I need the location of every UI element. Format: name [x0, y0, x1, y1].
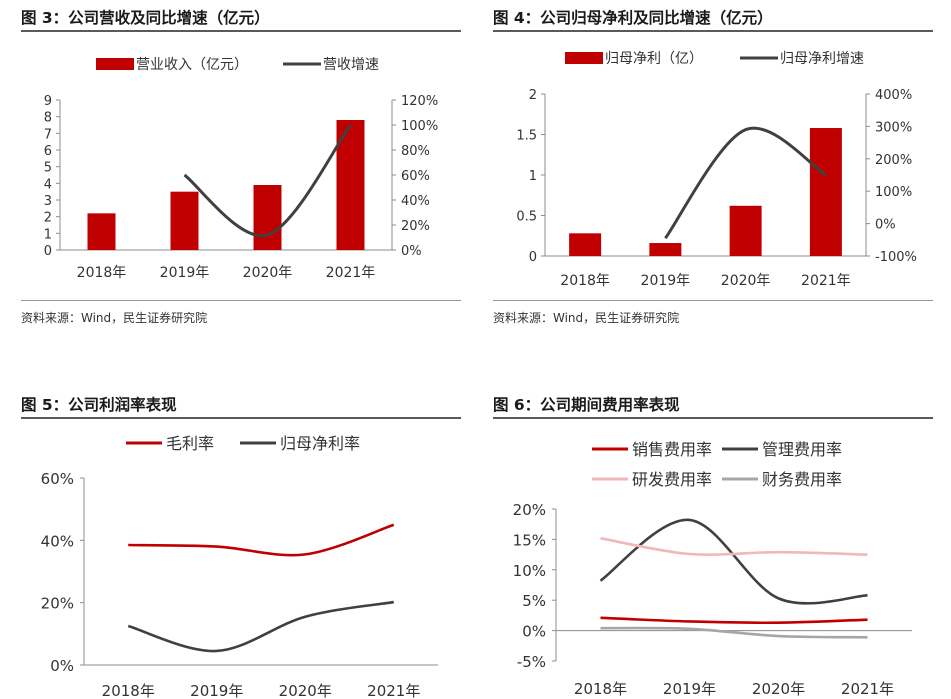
- x-tick-label: 2018年: [560, 273, 610, 289]
- x-tick-label: 2019年: [160, 265, 210, 281]
- bar: [729, 205, 762, 256]
- title-rule: [493, 30, 933, 32]
- y-tick-label-left: 7: [44, 127, 52, 142]
- y-tick-label-right: 120%: [401, 94, 438, 109]
- x-tick-label: 2020年: [721, 273, 771, 289]
- series-line: [664, 126, 827, 240]
- x-tick-label: 2021年: [841, 680, 894, 698]
- bar: [87, 213, 116, 250]
- chart-panel-expense-ratios: 图 6：公司期间费用率表现: [493, 390, 933, 699]
- title-rule: [493, 417, 933, 419]
- chart-source: 资料来源：Wind，民生证券研究院: [493, 311, 680, 325]
- y-tick-label-left: 4: [44, 177, 52, 192]
- y-tick-label-right: 60%: [401, 169, 430, 184]
- y-tick-label-left: 3: [44, 194, 52, 209]
- y-tick-label-right: 0%: [875, 218, 896, 233]
- y-tick-label-left: 9: [44, 94, 52, 109]
- y-tick-label-right: 100%: [401, 119, 438, 134]
- legend-label: 归母净利增速: [780, 50, 864, 67]
- y-tick-label: 20%: [41, 595, 74, 613]
- y-tick-label-left: 8: [44, 111, 52, 126]
- bar: [809, 128, 842, 256]
- y-tick-label-right: 0%: [401, 244, 422, 259]
- y-tick-label: 0%: [50, 657, 74, 675]
- chart-title: 图 5：公司利润率表现: [21, 396, 177, 414]
- x-tick-label: 2018年: [77, 265, 127, 281]
- series-line: [600, 616, 868, 625]
- x-tick-label: 2018年: [102, 682, 155, 699]
- y-tick-label-right: 400%: [875, 88, 912, 103]
- x-tick-label: 2019年: [641, 273, 691, 289]
- y-tick-label-left: 6: [44, 144, 52, 159]
- y-tick-label: 10%: [513, 562, 546, 580]
- legend-label: 研发费用率: [632, 470, 712, 489]
- source-rule: [493, 300, 933, 301]
- y-tick-label-left: 1: [44, 227, 52, 242]
- y-tick-label-right: 20%: [401, 219, 430, 234]
- x-tick-label: 2020年: [243, 265, 293, 281]
- legend-label: 财务费用率: [762, 470, 842, 489]
- y-tick-label-right: -100%: [875, 250, 917, 265]
- y-tick-label: -5%: [517, 653, 546, 671]
- y-tick-label: 60%: [41, 470, 74, 488]
- chart-panel-margins: 图 5：公司利润率表现: [21, 390, 461, 699]
- title-rule: [21, 30, 461, 32]
- x-tick-label: 2021年: [326, 265, 376, 281]
- y-tick-label-left: 2: [44, 211, 52, 226]
- bar: [170, 191, 199, 250]
- x-tick-label: 2019年: [190, 682, 243, 699]
- chart-source: 资料来源：Wind，民生证券研究院: [21, 311, 208, 325]
- y-tick-label-right: 200%: [875, 153, 912, 168]
- series-line: [127, 600, 394, 653]
- legend-swatch: [565, 52, 603, 64]
- legend-label: 归母净利（亿）: [605, 50, 703, 67]
- y-tick-label-left: 1.5: [516, 129, 537, 144]
- chart-title: 图 6：公司期间费用率表现: [493, 396, 680, 414]
- series-line: [600, 626, 868, 639]
- bar: [253, 185, 282, 250]
- y-tick-label: 20%: [513, 501, 546, 519]
- y-tick-label-right: 40%: [401, 194, 430, 209]
- x-tick-label: 2021年: [801, 273, 851, 289]
- y-tick-label-right: 100%: [875, 185, 912, 200]
- y-tick-label-left: 0.5: [516, 210, 537, 225]
- y-tick-label-left: 2: [529, 88, 537, 103]
- x-tick-label: 2018年: [574, 680, 627, 698]
- x-tick-label: 2019年: [663, 680, 716, 698]
- chart-panel-net-profit: 图 4：公司归母净利及同比增速（亿元） 资料来源：Wind，民生证券研究院: [493, 0, 933, 340]
- y-tick-label: 40%: [41, 532, 74, 550]
- y-tick-label: 0%: [522, 623, 546, 641]
- legend-label: 毛利率: [166, 434, 214, 453]
- legend-label: 归母净利率: [280, 434, 360, 453]
- bar: [569, 233, 602, 256]
- x-tick-label: 2020年: [279, 682, 332, 699]
- chart-panel-revenue: 图 3：公司营收及同比增速（亿元） 资料来源：Wind，民生证券研究院: [21, 0, 461, 340]
- y-tick-label-left: 0: [529, 250, 537, 265]
- y-tick-label: 15%: [513, 531, 546, 549]
- title-rule: [21, 417, 461, 419]
- legend-label: 营业收入（亿元）: [136, 57, 248, 73]
- x-tick-label: 2021年: [367, 682, 420, 699]
- legend-label: 管理费用率: [762, 440, 842, 459]
- legend-swatch: [96, 58, 134, 70]
- chart-title: 图 4：公司归母净利及同比增速（亿元）: [493, 9, 773, 27]
- series-line: [183, 124, 352, 238]
- y-tick-label-left: 5: [44, 161, 52, 176]
- y-tick-label-left: 1: [529, 169, 537, 184]
- y-tick-label: 5%: [522, 592, 546, 610]
- bar: [649, 243, 682, 256]
- y-tick-label-left: 0: [44, 244, 52, 259]
- y-tick-label-right: 80%: [401, 144, 430, 159]
- series-line: [600, 536, 868, 556]
- x-tick-label: 2020年: [752, 680, 805, 698]
- legend-label: 营收增速: [323, 57, 379, 73]
- chart-title: 图 3：公司营收及同比增速（亿元）: [21, 9, 270, 27]
- legend-label: 销售费用率: [632, 440, 712, 459]
- series-line: [128, 523, 395, 557]
- source-rule: [21, 300, 461, 301]
- y-tick-label-right: 300%: [875, 120, 912, 135]
